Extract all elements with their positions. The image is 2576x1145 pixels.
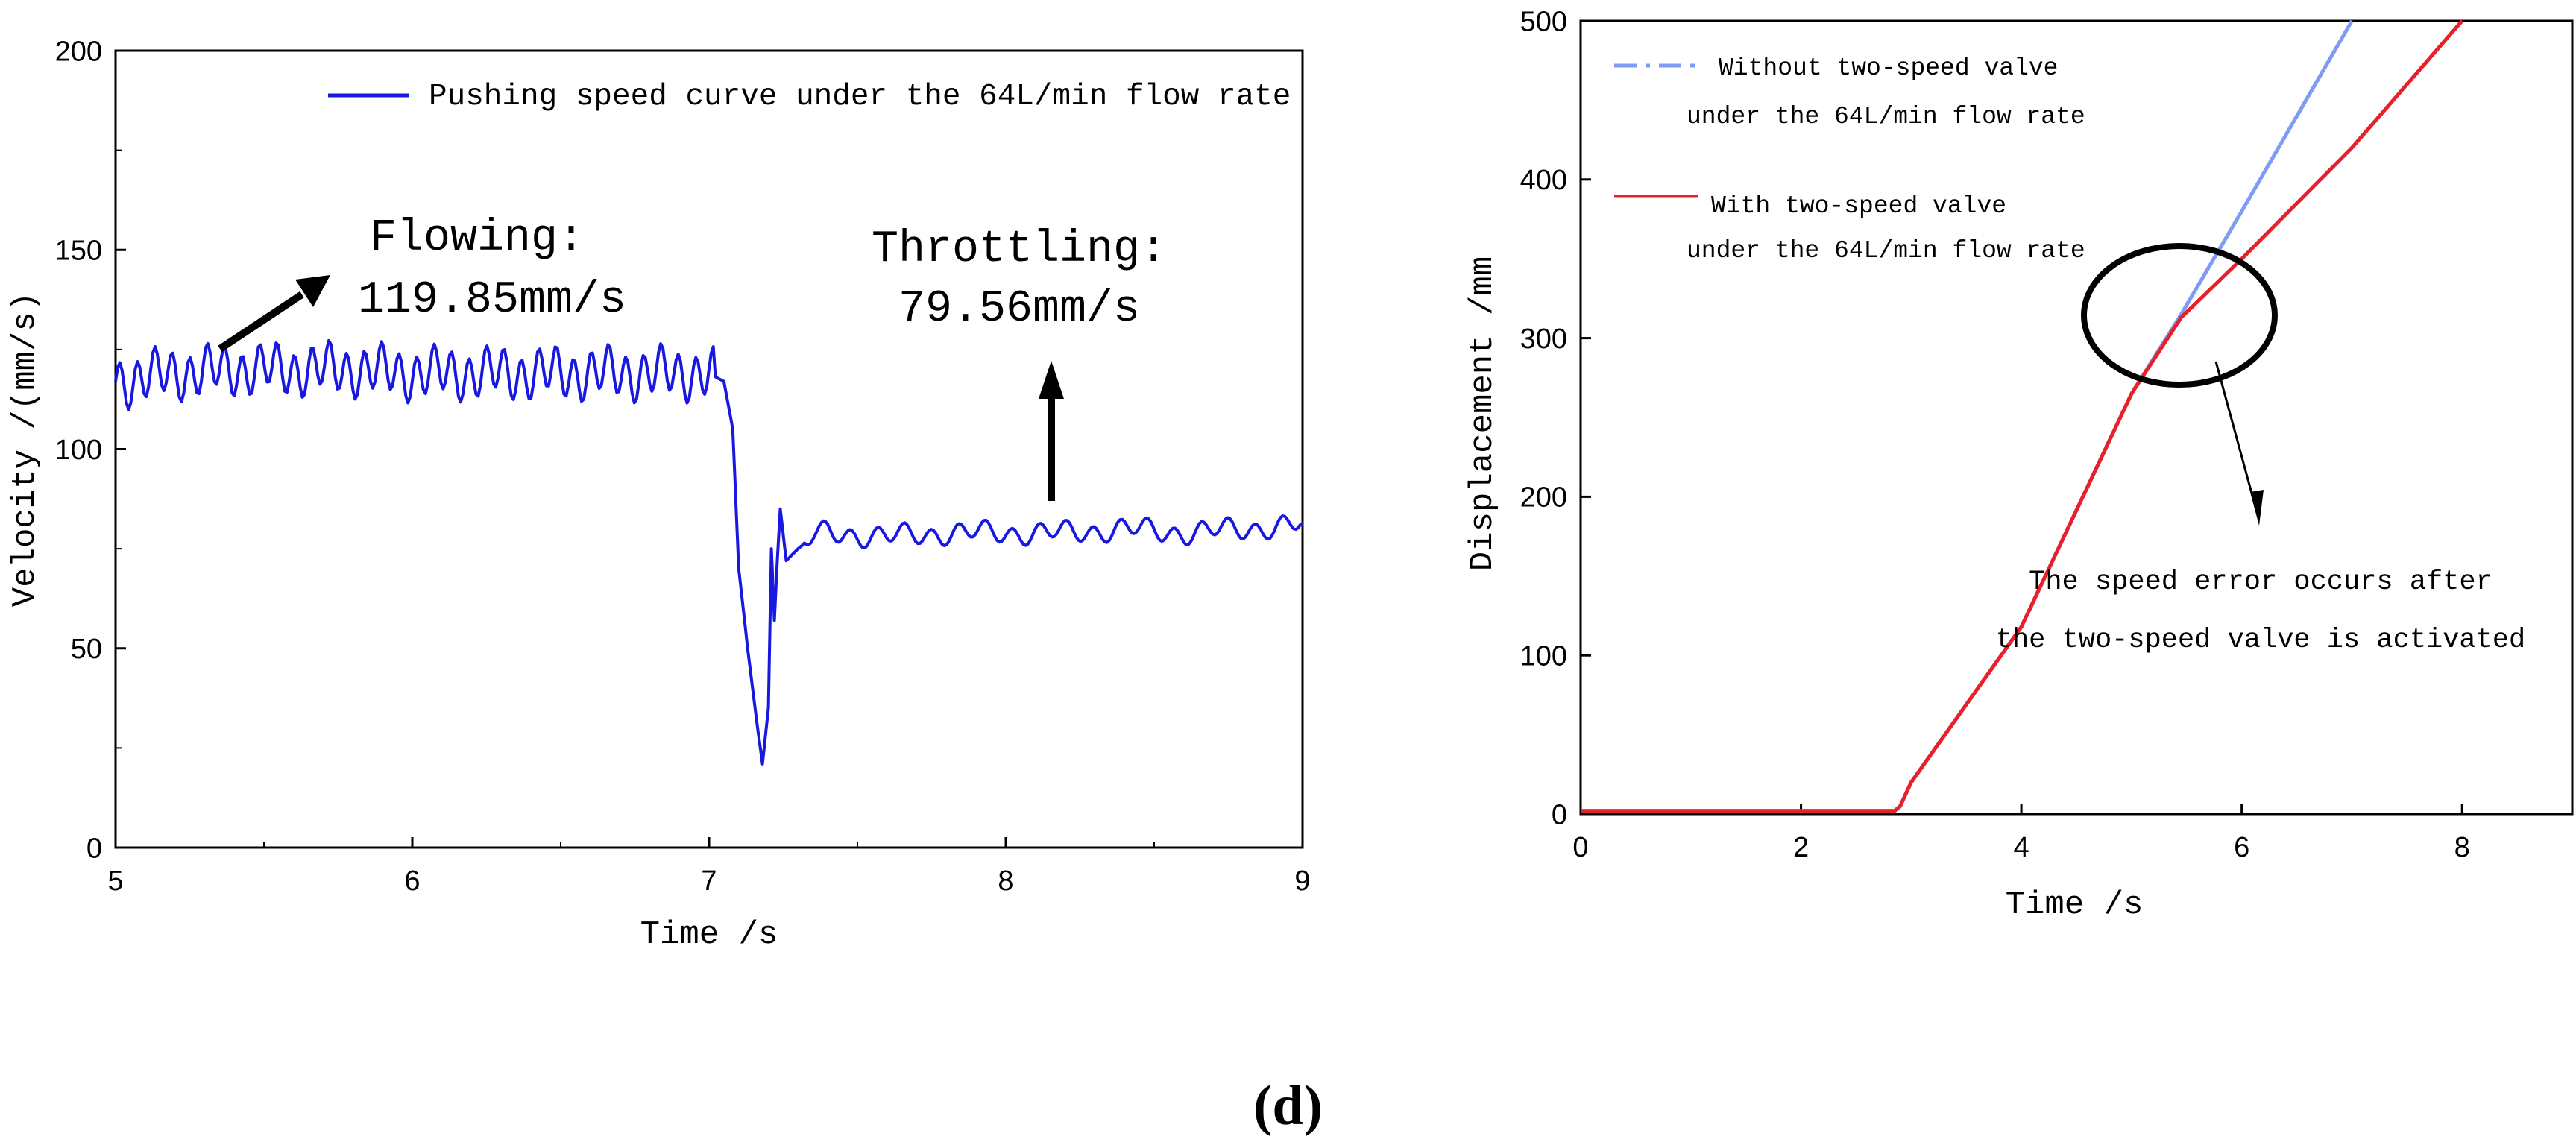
error-ellipse [2081,243,2278,388]
legend-label-without-2: under the 64L/min flow rate [1687,103,2085,130]
y-tick-label: 100 [55,435,102,466]
legend: Without two-speed valve under the 64L/mi… [1614,54,2085,265]
throttling-value: 79.56mm/s [898,284,1140,335]
plot-frame [1579,19,2574,816]
error-arrow-head [2250,490,2264,526]
flowing-arrow-shaft [218,291,304,353]
error-arrow-shaft [2214,361,2257,508]
x-tick-label: 5 [107,865,123,897]
legend: Pushing speed curve under the 64L/min fl… [328,80,1291,114]
plot-frame [114,49,1304,849]
error-note-line1: The speed error occurs after [2029,567,2492,598]
y-tick-label: 0 [86,833,102,864]
legend-label-without-1: Without two-speed valve [1719,54,2058,82]
series-line-1 [114,338,1303,766]
series-line-1 [1581,19,2354,813]
y-tick-label: 500 [1520,6,1567,37]
flowing-label: Flowing: [370,213,585,264]
x-tick-label: 8 [2454,832,2470,863]
displacement-chart: 0 2 4 6 8 0 100 200 300 400 500 The speed error oc… [1464,6,2574,924]
y-tick-label: 150 [55,236,102,267]
annotation-layer: The speed error occurs after the two-spe… [1996,243,2526,656]
y-axis-label: Displacement /mm [1464,256,1502,571]
x-tick-label: 6 [404,865,420,897]
x-axis-label: Time /s [640,916,778,953]
x-tick-label: 7 [701,865,717,897]
velocity-chart: 5 6 7 8 9 0 50 100 150 200 Flowing: 119.85mm/s Th… [7,36,1311,953]
y-axis-label: Velocity /(mm/s) [7,292,44,607]
y-tick-label: 100 [1520,641,1567,672]
x-tick-label: 4 [2014,832,2029,863]
y-tick-label: 200 [1520,482,1567,514]
flowing-value: 119.85mm/s [358,275,626,326]
axis-ticks: 0 2 4 6 8 0 100 200 300 400 500 [1520,6,2470,863]
legend-label: Pushing speed curve under the 64L/min fl… [429,80,1291,114]
series-line-2 [1581,19,2464,813]
series-layer [1581,19,2464,813]
flowing-arrow-head [295,275,330,307]
x-tick-label: 8 [998,865,1013,897]
series-layer [114,338,1303,766]
error-note-line2: the two-speed valve is activated [1996,625,2526,656]
y-tick-label: 400 [1520,165,1567,196]
throttling-arrow-head [1039,361,1064,399]
x-axis-label: Time /s [2006,886,2144,924]
annotation-layer: Flowing: 119.85mm/s Throttling: 79.56mm/… [218,213,1167,501]
x-tick-label: 6 [2234,832,2249,863]
figure-label: (d) [1253,1074,1323,1137]
axis-ticks: 5 6 7 8 9 0 50 100 150 200 [55,36,1311,897]
legend-label-with-2: under the 64L/min flow rate [1687,237,2085,265]
x-tick-label: 0 [1572,832,1588,863]
y-tick-label: 200 [55,36,102,67]
y-tick-label: 50 [71,634,102,665]
x-tick-label: 2 [1793,832,1809,863]
x-tick-label: 9 [1294,865,1310,897]
throttling-label: Throttling: [872,224,1167,275]
y-tick-label: 0 [1552,799,1567,830]
y-tick-label: 300 [1520,324,1567,355]
legend-label-with-1: With two-speed valve [1711,192,2006,220]
